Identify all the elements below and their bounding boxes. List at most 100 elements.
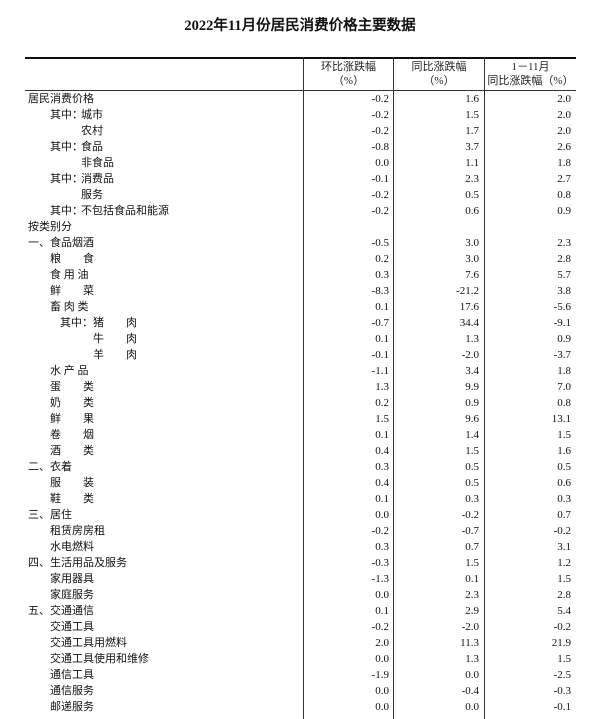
row-prefix: 其中： bbox=[50, 109, 83, 121]
row-label: 食 用 油 bbox=[50, 269, 89, 281]
header-mom-line2: （%） bbox=[332, 75, 365, 87]
cell-ytd: 0.7 bbox=[557, 509, 571, 521]
cell-yoy: 3.0 bbox=[465, 253, 479, 265]
cell-ytd: -0.2 bbox=[553, 525, 571, 537]
cell-ytd: 0.9 bbox=[557, 205, 571, 217]
cell-mom: 0.2 bbox=[375, 253, 389, 265]
table-row: 鲜 菜 -8.3 -21.2 3.8 bbox=[25, 283, 576, 299]
cell-yoy: 1.5 bbox=[465, 109, 479, 121]
row-label: 家用器具 bbox=[50, 573, 94, 585]
cell-yoy: 3.4 bbox=[465, 365, 479, 377]
cell-mom: -0.7 bbox=[371, 317, 389, 329]
row-label: 交通工具用燃料 bbox=[50, 637, 127, 649]
row-label: 蛋 类 bbox=[50, 381, 94, 393]
column-divider bbox=[484, 57, 485, 719]
cell-yoy: -21.2 bbox=[456, 285, 479, 297]
cell-yoy: 9.9 bbox=[465, 381, 479, 393]
table-row: 牛 肉 0.1 1.3 0.9 bbox=[25, 331, 576, 347]
header-yoy: 同比涨跌幅 （%） bbox=[394, 60, 484, 88]
row-label: 按类别分 bbox=[28, 221, 72, 233]
cell-ytd: 0.8 bbox=[557, 189, 571, 201]
table-row: 卷 烟 0.1 1.4 1.5 bbox=[25, 427, 576, 443]
row-label: 交通工具使用和维修 bbox=[50, 653, 149, 665]
row-prefix: 其中： bbox=[60, 317, 93, 329]
row-label: 衣着 bbox=[50, 461, 72, 473]
table-row: 鲜 果 1.5 9.6 13.1 bbox=[25, 411, 576, 427]
cell-mom: 0.3 bbox=[375, 461, 389, 473]
table-row: 邮递服务 0.0 0.0 -0.1 bbox=[25, 699, 576, 715]
row-prefix: 五、 bbox=[28, 605, 50, 617]
row-label: 卷 烟 bbox=[50, 429, 94, 441]
table-row: 服 装 0.4 0.5 0.6 bbox=[25, 475, 576, 491]
row-label: 食品 bbox=[81, 141, 103, 153]
cell-yoy: 1.3 bbox=[465, 333, 479, 345]
cell-yoy: 3.0 bbox=[465, 237, 479, 249]
header-rule bbox=[25, 90, 576, 91]
table-row: 五、 交通通信 0.1 2.9 5.4 bbox=[25, 603, 576, 619]
cell-yoy: 0.1 bbox=[465, 573, 479, 585]
cell-ytd: 2.6 bbox=[557, 141, 571, 153]
cell-mom: -0.2 bbox=[371, 621, 389, 633]
cell-mom: 0.0 bbox=[375, 589, 389, 601]
cell-yoy: 0.5 bbox=[465, 477, 479, 489]
cell-mom: 0.1 bbox=[375, 493, 389, 505]
cell-ytd: 1.5 bbox=[557, 429, 571, 441]
cell-mom: 1.5 bbox=[375, 413, 389, 425]
cell-yoy: 1.1 bbox=[465, 157, 479, 169]
row-label: 羊 肉 bbox=[93, 349, 137, 361]
row-label: 城市 bbox=[81, 109, 103, 121]
cell-ytd: 21.9 bbox=[551, 637, 571, 649]
cell-mom: -0.5 bbox=[371, 237, 389, 249]
cell-mom: 0.4 bbox=[375, 445, 389, 457]
row-label: 通信工具 bbox=[50, 669, 94, 681]
table-row: 食 用 油 0.3 7.6 5.7 bbox=[25, 267, 576, 283]
cell-ytd: 5.4 bbox=[557, 605, 571, 617]
cell-mom: -0.3 bbox=[371, 557, 389, 569]
cell-mom: 0.0 bbox=[375, 653, 389, 665]
cell-mom: 0.3 bbox=[375, 541, 389, 553]
cell-yoy: 0.0 bbox=[465, 701, 479, 713]
header-mom: 环比涨跌幅 （%） bbox=[304, 60, 393, 88]
cell-yoy: 0.3 bbox=[465, 493, 479, 505]
column-divider bbox=[303, 57, 304, 719]
cell-ytd: 13.1 bbox=[551, 413, 571, 425]
row-label: 畜 肉 类 bbox=[50, 301, 89, 313]
cell-yoy: 7.6 bbox=[465, 269, 479, 281]
table-row: 蛋 类 1.3 9.9 7.0 bbox=[25, 379, 576, 395]
cell-ytd: 1.2 bbox=[557, 557, 571, 569]
cell-ytd: 2.7 bbox=[557, 173, 571, 185]
cell-mom: -1.9 bbox=[371, 669, 389, 681]
cell-mom: -1.3 bbox=[371, 573, 389, 585]
table-row: 酒 类 0.4 1.5 1.6 bbox=[25, 443, 576, 459]
cell-ytd: 1.8 bbox=[557, 157, 571, 169]
cell-yoy: 11.3 bbox=[460, 637, 479, 649]
cell-ytd: 0.6 bbox=[557, 477, 571, 489]
row-label: 邮递服务 bbox=[50, 701, 94, 713]
cell-mom: 0.1 bbox=[375, 605, 389, 617]
cell-ytd: 2.0 bbox=[557, 109, 571, 121]
row-label: 水 产 品 bbox=[50, 365, 89, 377]
table-row: 交通工具使用和维修 0.0 1.3 1.5 bbox=[25, 651, 576, 667]
cell-yoy: 1.7 bbox=[465, 125, 479, 137]
cell-mom: -0.2 bbox=[371, 109, 389, 121]
cell-mom: -0.2 bbox=[371, 205, 389, 217]
row-label: 生活用品及服务 bbox=[50, 557, 127, 569]
table-row: 通信服务 0.0 -0.4 -0.3 bbox=[25, 683, 576, 699]
cell-mom: -0.2 bbox=[371, 125, 389, 137]
cell-yoy: -0.2 bbox=[461, 509, 479, 521]
table-row: 其中： 消费品 -0.1 2.3 2.7 bbox=[25, 171, 576, 187]
cell-ytd: 1.6 bbox=[557, 445, 571, 457]
table-row: 鞋 类 0.1 0.3 0.3 bbox=[25, 491, 576, 507]
cell-ytd: 7.0 bbox=[557, 381, 571, 393]
table-row: 农村 -0.2 1.7 2.0 bbox=[25, 123, 576, 139]
row-label: 非食品 bbox=[81, 157, 114, 169]
row-prefix: 其中： bbox=[50, 173, 83, 185]
cell-ytd: 0.5 bbox=[557, 461, 571, 473]
table-row: 租赁房房租 -0.2 -0.7 -0.2 bbox=[25, 523, 576, 539]
row-label: 消费品 bbox=[81, 173, 114, 185]
table-row: 一、 食品烟酒 -0.5 3.0 2.3 bbox=[25, 235, 576, 251]
row-label: 居住 bbox=[50, 509, 72, 521]
table-body: 居民消费价格 -0.2 1.6 2.0 其中： 城市 -0.2 1.5 2.0 农村 -0.2 1.7… bbox=[25, 91, 576, 715]
table-row: 畜 肉 类 0.1 17.6 -5.6 bbox=[25, 299, 576, 315]
cell-yoy: 0.5 bbox=[465, 189, 479, 201]
